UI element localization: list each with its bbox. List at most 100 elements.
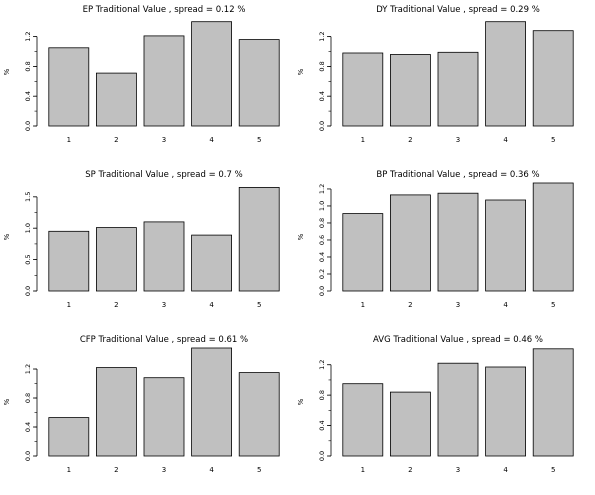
y-tick-label: 1.2 <box>24 31 32 41</box>
x-tick-label: 2 <box>114 136 118 144</box>
y-tick-label: 1.0 <box>24 223 32 233</box>
y-tick-label: 0.8 <box>318 390 326 400</box>
y-tick-label: 0.0 <box>318 286 326 296</box>
bar <box>342 213 384 292</box>
x-tick-label: 3 <box>162 466 166 474</box>
x-tick-label: 1 <box>361 136 365 144</box>
y-tick-label: 1.2 <box>318 184 326 194</box>
bar <box>96 227 137 292</box>
bar <box>191 347 233 457</box>
x-tick-label: 3 <box>162 136 166 144</box>
bar <box>389 54 431 127</box>
bar <box>342 52 384 127</box>
chart-title: BP Traditional Value , spread = 0.36 % <box>376 170 539 180</box>
bar <box>143 377 185 457</box>
bar <box>238 186 280 292</box>
y-tick-label: 1.2 <box>318 360 326 370</box>
bar <box>143 35 185 127</box>
x-tick-label: 1 <box>361 301 365 309</box>
chart-title: AVG Traditional Value , spread = 0.46 % <box>373 335 543 345</box>
bar <box>389 194 431 292</box>
y-tick-label: 0.4 <box>318 420 326 430</box>
chart-panel: AVG Traditional Value , spread = 0.46 % 1… <box>297 335 574 474</box>
bar <box>485 366 527 457</box>
x-tick-label: 5 <box>551 301 555 309</box>
x-tick-label: 4 <box>209 301 214 309</box>
y-tick-label: 0.4 <box>318 252 326 262</box>
bar <box>485 21 527 127</box>
x-tick-label: 4 <box>503 466 508 474</box>
x-tick-label: 5 <box>551 136 555 144</box>
y-axis-label: % <box>3 68 11 75</box>
x-tick-label: 5 <box>257 466 261 474</box>
y-tick-label: 0.4 <box>318 91 326 101</box>
bar <box>191 234 233 292</box>
x-tick-label: 1 <box>67 136 71 144</box>
bar <box>437 51 479 127</box>
chart-panel: SP Traditional Value , spread = 0.7 % 1 2 3… <box>3 170 280 309</box>
bar <box>48 47 90 127</box>
x-tick-label: 4 <box>503 136 508 144</box>
y-axis-label: % <box>3 233 11 240</box>
bar <box>342 383 384 457</box>
x-tick-label: 5 <box>257 301 261 309</box>
x-tick-label: 4 <box>503 301 508 309</box>
x-tick-label: 2 <box>408 301 412 309</box>
y-tick-label: 0.0 <box>24 121 32 131</box>
y-tick-label: 1.2 <box>318 31 326 41</box>
x-tick-label: 3 <box>162 301 166 309</box>
bar <box>485 199 527 292</box>
x-tick-label: 1 <box>361 466 365 474</box>
y-tick-label: 0.8 <box>318 61 326 71</box>
x-tick-label: 1 <box>67 466 71 474</box>
y-tick-label: 0.0 <box>318 451 326 461</box>
bar <box>48 230 90 292</box>
x-tick-label: 2 <box>114 466 118 474</box>
bar <box>96 72 137 127</box>
y-tick-label: 0.4 <box>24 91 32 101</box>
y-tick-label: 0.2 <box>318 269 326 279</box>
x-tick-label: 2 <box>114 301 118 309</box>
x-tick-label: 2 <box>408 136 412 144</box>
x-tick-label: 3 <box>456 301 460 309</box>
chart-title: DY Traditional Value , spread = 0.29 % <box>376 5 540 15</box>
y-tick-label: 0.8 <box>318 218 326 228</box>
y-axis-label: % <box>297 68 305 75</box>
bar <box>96 367 137 457</box>
y-axis-label: % <box>3 398 11 405</box>
y-tick-label: 0.0 <box>318 121 326 131</box>
bar <box>532 348 574 457</box>
bar <box>143 221 185 292</box>
bar <box>437 362 479 457</box>
y-tick-label: 0.6 <box>318 235 326 245</box>
bar <box>532 182 574 292</box>
y-tick-label: 0.5 <box>24 254 32 264</box>
bar <box>389 391 431 457</box>
y-tick-label: 0.8 <box>24 61 32 71</box>
chart-panel: CFP Traditional Value , spread = 0.61 % 1… <box>3 335 280 474</box>
bar <box>532 30 574 127</box>
y-axis-label: % <box>297 398 305 405</box>
chart-panel: EP Traditional Value , spread = 0.12 % 1 2… <box>3 5 280 144</box>
y-tick-label: 1.0 <box>318 201 326 211</box>
x-tick-label: 1 <box>67 301 71 309</box>
chart-panel: BP Traditional Value , spread = 0.36 % 1 2… <box>297 170 574 309</box>
chart-title: EP Traditional Value , spread = 0.12 % <box>83 5 246 15</box>
y-tick-label: 0.4 <box>24 422 32 432</box>
x-tick-label: 3 <box>456 466 460 474</box>
bar <box>48 417 90 457</box>
y-tick-label: 1.2 <box>24 364 32 374</box>
chart-title: SP Traditional Value , spread = 0.7 % <box>85 170 242 180</box>
x-tick-label: 2 <box>408 466 412 474</box>
bar <box>191 21 233 127</box>
x-tick-label: 5 <box>257 136 261 144</box>
bar <box>437 192 479 292</box>
x-tick-label: 5 <box>551 466 555 474</box>
bar <box>238 372 280 457</box>
chart-panel: DY Traditional Value , spread = 0.29 % 1 2… <box>297 5 574 144</box>
x-tick-label: 4 <box>209 136 214 144</box>
y-axis-label: % <box>297 233 305 240</box>
x-tick-label: 4 <box>209 466 214 474</box>
y-tick-label: 0.0 <box>24 451 32 461</box>
